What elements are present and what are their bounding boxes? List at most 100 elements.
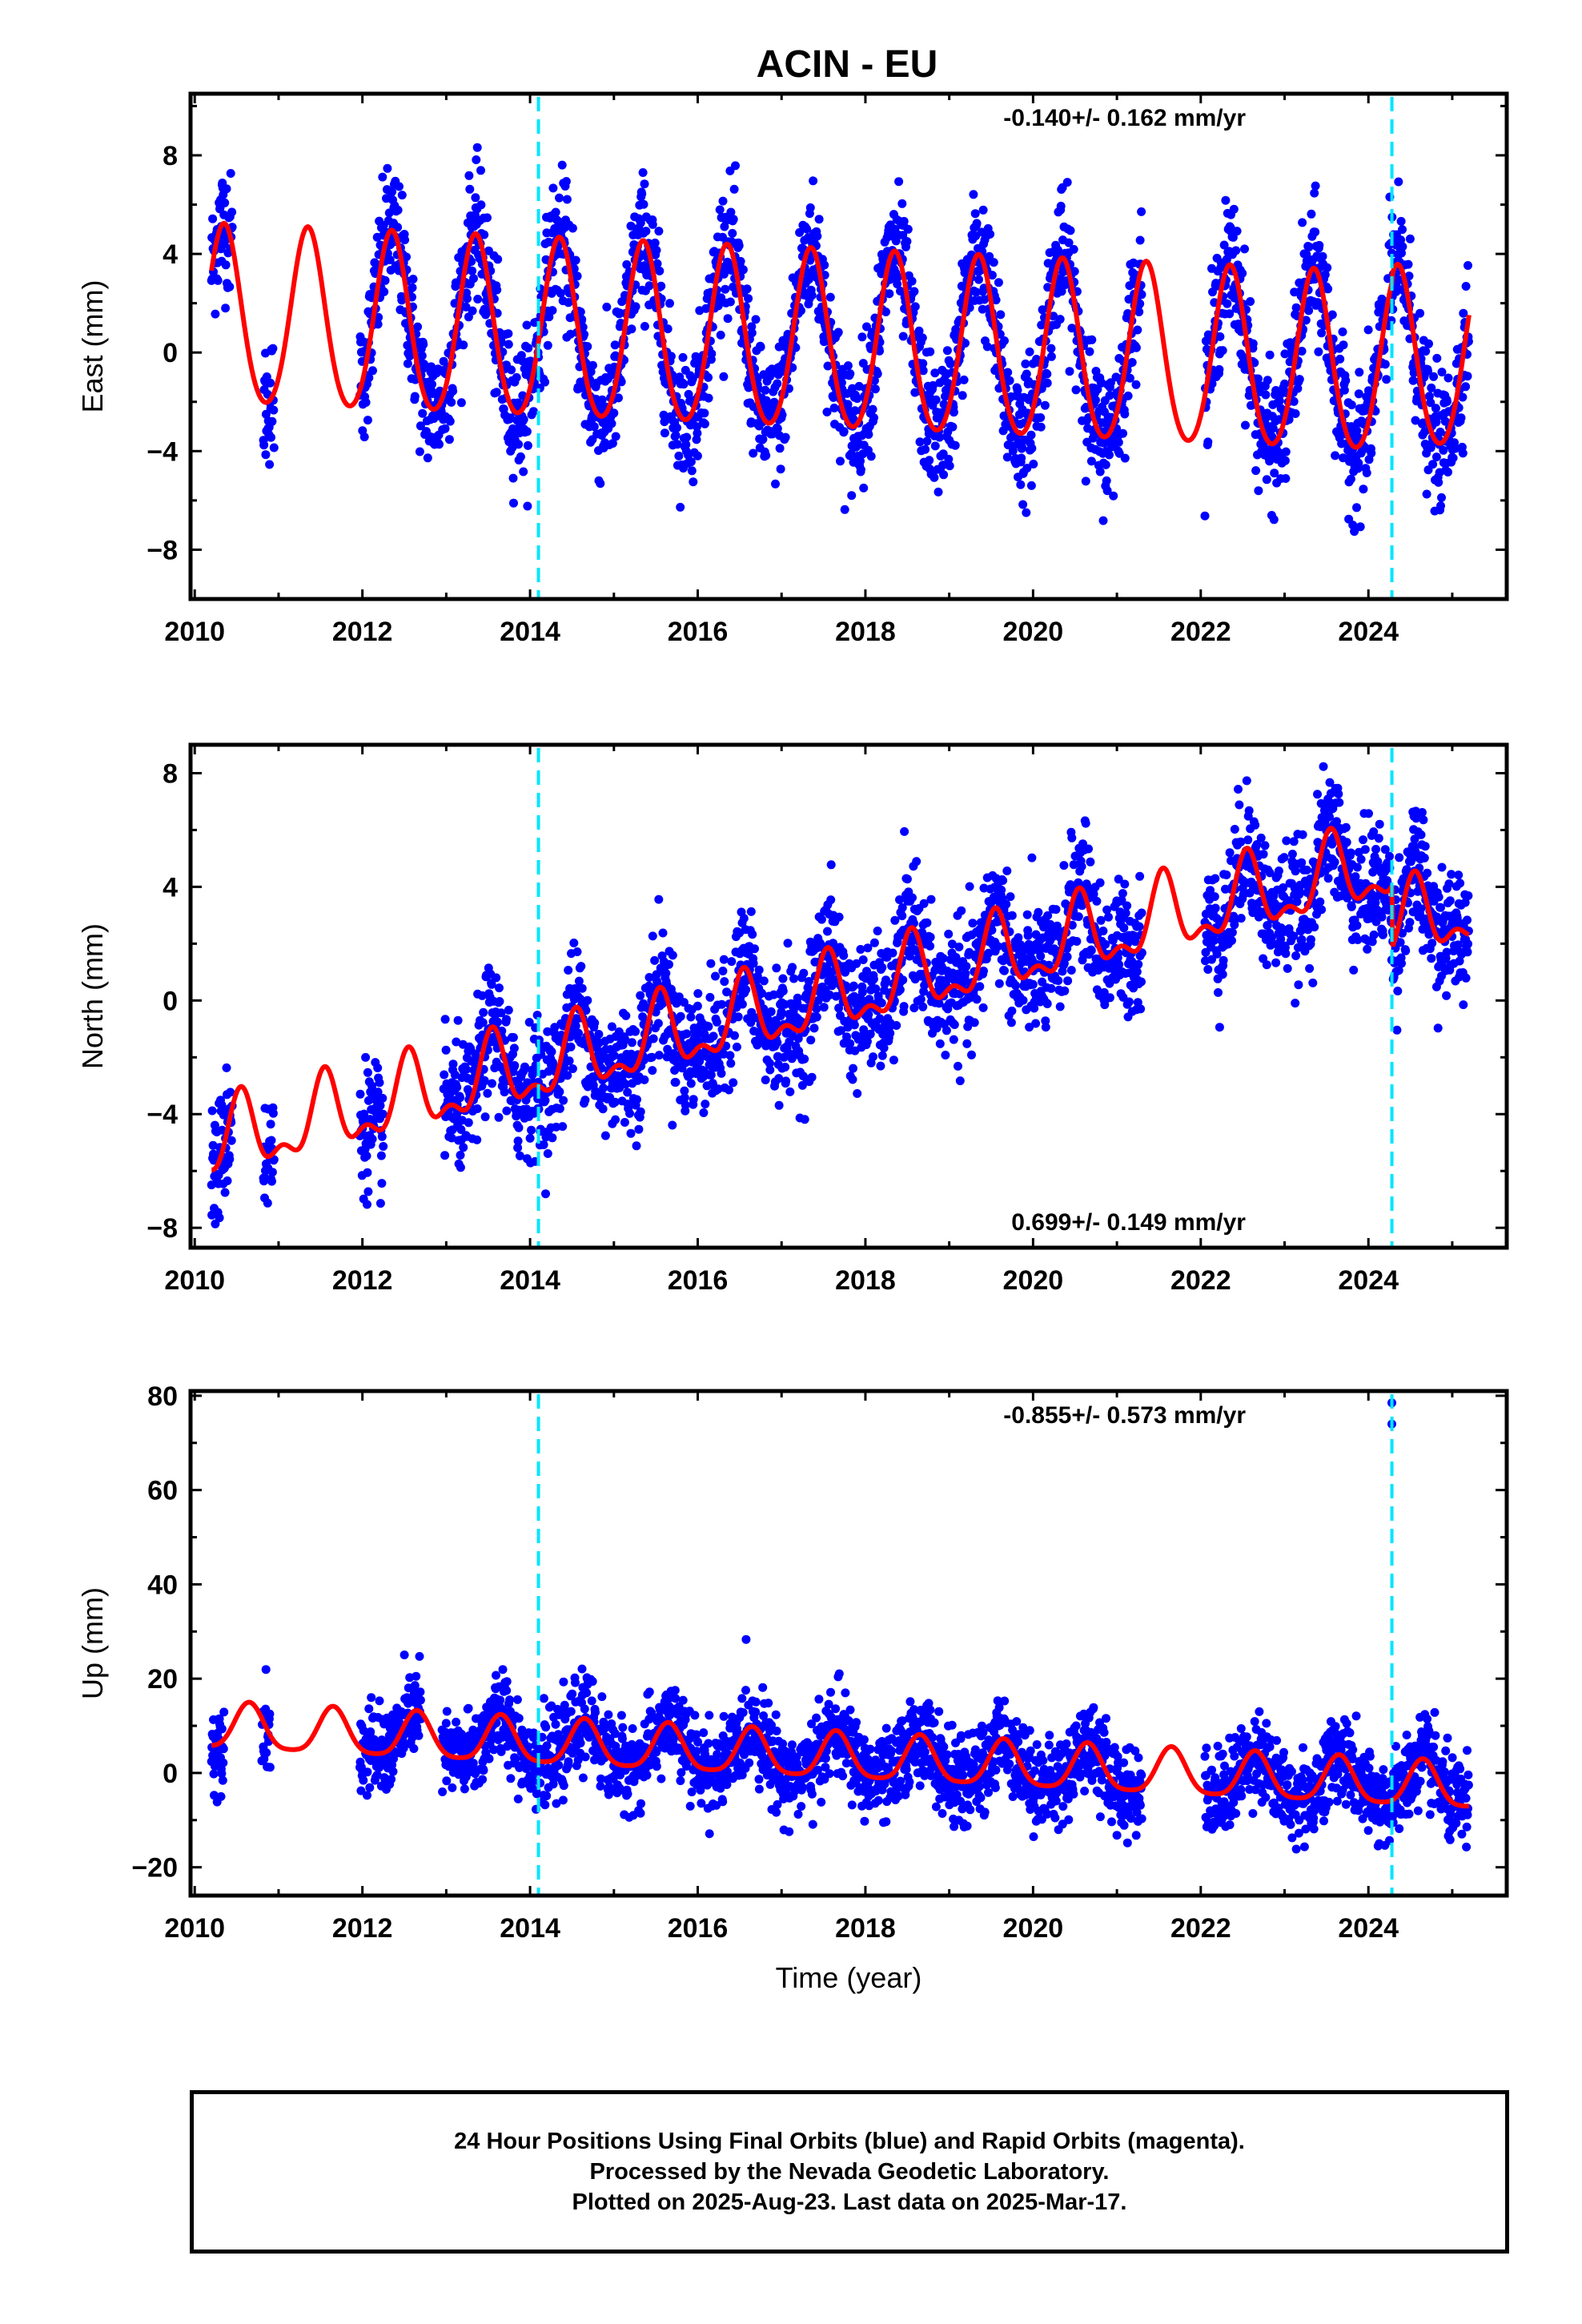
north-data-point [807, 1072, 817, 1082]
east-data-point [577, 315, 587, 324]
east-data-point [602, 302, 612, 312]
north-data-point [718, 967, 728, 975]
north-data-point [717, 999, 726, 1009]
east-data-point [1280, 379, 1289, 388]
north-data-point [440, 1070, 449, 1080]
north-data-point [1081, 818, 1090, 828]
east-data-point [266, 378, 275, 388]
east-data-point [1426, 398, 1435, 408]
north-data-point [900, 826, 909, 836]
north-data-point [555, 1087, 564, 1096]
east-data-point [607, 419, 616, 428]
north-data-point [568, 1064, 577, 1073]
east-data-point [1254, 486, 1263, 496]
east-data-point [814, 215, 824, 224]
north-data-point [598, 1104, 608, 1114]
north-data-point [916, 995, 926, 1004]
east-data-point [922, 436, 932, 446]
east-data-point [1016, 480, 1026, 489]
north-data-point [363, 1187, 373, 1196]
north-data-point [984, 948, 994, 958]
north-data-point [717, 1068, 726, 1078]
east-data-point [663, 324, 673, 334]
east-data-point [469, 274, 478, 283]
east-data-point [656, 281, 666, 291]
north-data-point [877, 1051, 887, 1060]
north-data-point [590, 1018, 600, 1027]
east-data-point [1435, 428, 1445, 436]
east-data-point [726, 207, 736, 217]
east-data-point [1261, 390, 1271, 400]
north-data-point [456, 1163, 465, 1172]
east-data-point [1203, 437, 1213, 447]
north-data-point [632, 1141, 641, 1151]
north-data-point [1051, 905, 1061, 915]
east-data-point [1458, 448, 1468, 458]
east-data-point [738, 265, 748, 275]
east-data-point [1323, 284, 1333, 294]
east-data-point [220, 198, 230, 207]
north-data-point [761, 1076, 770, 1084]
north-data-point [363, 1200, 371, 1209]
east-data-point [1318, 251, 1327, 261]
east-data-point [373, 320, 383, 329]
north-data-point [800, 1115, 809, 1124]
north-data-point [741, 985, 751, 995]
north-data-point [594, 1030, 604, 1039]
north-data-point [1137, 977, 1146, 987]
east-data-point [845, 369, 855, 379]
north-data-point [812, 1012, 821, 1022]
east-data-point [1458, 392, 1468, 402]
east-data-point [361, 398, 371, 407]
east-data-point [445, 416, 455, 426]
north-data-point [456, 1151, 465, 1160]
north-data-point [1222, 870, 1231, 879]
east-data-point [1263, 376, 1272, 385]
north-data-point [813, 995, 823, 1005]
north-data-point [888, 948, 897, 958]
north-data-point [950, 1020, 959, 1029]
east-data-point [897, 199, 907, 208]
north-data-point [599, 1084, 608, 1093]
east-data-point [471, 193, 480, 203]
east-data-point [910, 302, 920, 312]
north-data-point [452, 1083, 462, 1092]
east-data-point [523, 501, 532, 511]
north-data-point [836, 1026, 845, 1035]
north-data-point [941, 1051, 950, 1059]
east-data-point [1123, 391, 1133, 400]
east-data-point [1223, 299, 1232, 308]
east-data-point [465, 184, 475, 194]
north-data-point [766, 1007, 776, 1016]
north-data-point [215, 1213, 224, 1223]
north-data-point [217, 1100, 227, 1110]
east-data-point [1341, 376, 1351, 385]
north-data-point [493, 1017, 503, 1027]
north-data-point [877, 963, 887, 972]
north-data-point [539, 1140, 548, 1149]
east-data-point [856, 456, 865, 466]
east-data-point [208, 214, 218, 223]
north-data-point [895, 985, 905, 995]
north-data-point [897, 911, 907, 921]
east-data-point [915, 437, 925, 447]
north-data-point [979, 967, 988, 975]
east-data-point [944, 454, 954, 464]
north-data-point [962, 962, 971, 971]
north-data-point [378, 1109, 387, 1119]
north-data-point [375, 1199, 385, 1208]
north-data-point [600, 1131, 610, 1140]
north-data-point [797, 1080, 807, 1090]
north-data-point [462, 1064, 471, 1074]
north-data-point [712, 1017, 721, 1027]
east-data-point [918, 359, 928, 368]
north-data-point [1036, 951, 1046, 961]
north-data-point [680, 1093, 689, 1103]
north-data-point [623, 1088, 632, 1097]
east-data-point [843, 400, 853, 409]
north-data-point [620, 1118, 629, 1127]
east-data-point [516, 452, 525, 461]
east-data-point [1102, 486, 1112, 496]
north-data-point [1122, 901, 1132, 911]
east-data-point [557, 160, 567, 170]
